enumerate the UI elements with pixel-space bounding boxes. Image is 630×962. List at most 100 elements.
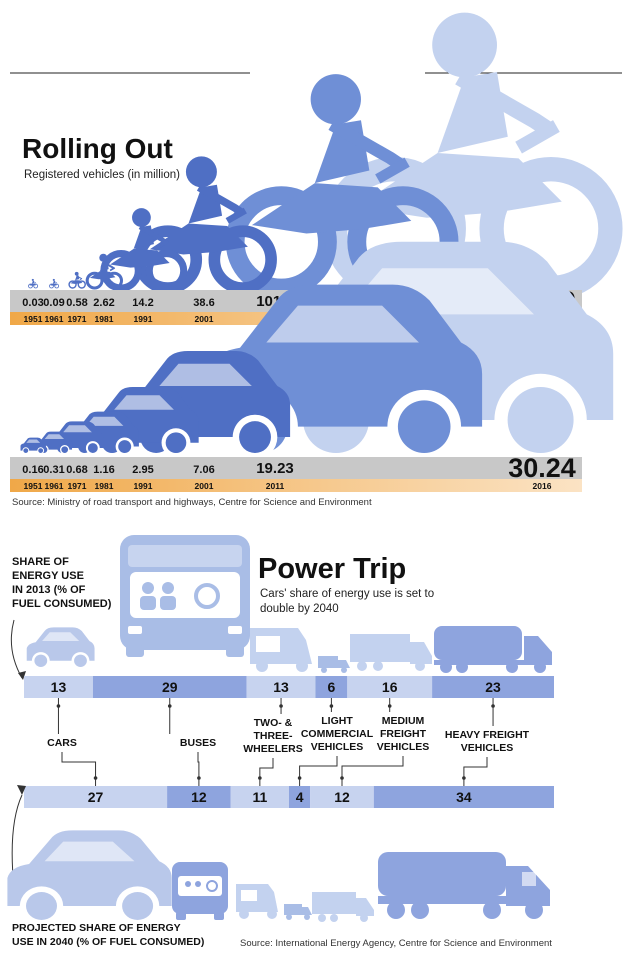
year-label-1951: 1951: [24, 481, 43, 491]
category-label: TWO- &: [254, 717, 293, 729]
category-pointers: CARS BUSES TWO- &THREE-WHEELERS LIGHTCOMMER…: [47, 698, 530, 786]
value-label-2011: 19.23: [256, 460, 294, 477]
light-truck-2013-icon: [318, 656, 350, 673]
section2-source: Source: International Energy Agency, Cen…: [240, 938, 552, 949]
car-2013-icon: [26, 627, 95, 670]
share-value: 4: [296, 789, 304, 805]
category-label: VEHICLES: [377, 741, 430, 753]
share-value: 13: [273, 679, 289, 695]
arrow-2013: [10, 619, 23, 679]
category-label: CARS: [47, 737, 77, 749]
year-label-2001: 2001: [195, 314, 214, 324]
rickshaw-2040-icon: [236, 884, 278, 919]
year-label-1981: 1981: [95, 481, 114, 491]
label-2040-line2: USE IN 2040 (% OF FUEL CONSUMED): [12, 936, 204, 948]
arrow-2040-head: [17, 785, 26, 795]
section1-source: Source: Ministry of road transport and h…: [12, 497, 372, 508]
label-2040-line1: PROJECTED SHARE OF ENERGY: [12, 922, 181, 934]
label-2013-line4: FUEL CONSUMED): [12, 598, 112, 610]
value-label-1981: 1.16: [93, 464, 114, 476]
segment-buses: [92, 676, 247, 698]
energy-share-2040-bar: 27 12 11 4 12 34: [24, 786, 554, 808]
value-label-2001: 38.6: [193, 297, 214, 309]
share-value: 16: [382, 679, 398, 695]
category-label: THREE-: [253, 730, 293, 742]
year-label-1981: 1981: [95, 314, 114, 324]
value-label-1981: 2.62: [93, 297, 114, 309]
segment-heavy-freight-vehicles: [432, 676, 554, 698]
segment-heavy-freight-vehicles: [373, 786, 554, 808]
value-label-1961: 0.31: [43, 464, 64, 476]
share-value: 23: [485, 679, 501, 695]
value-label-1961: 0.09: [43, 297, 64, 309]
year-label-1971: 1971: [68, 314, 87, 324]
section1-subtitle: Registered vehicles (in million): [24, 169, 180, 181]
arrow-2013-head: [18, 671, 26, 680]
section2-subtitle-line1: Cars' share of energy use is set to: [260, 588, 434, 600]
segment-light-commercial-vehicles: [289, 786, 311, 808]
value-label-1951: 0.03: [22, 297, 43, 309]
segment-light-commercial-vehicles: [315, 676, 348, 698]
segment-cars: [24, 676, 93, 698]
year-label-1951: 1951: [24, 314, 43, 324]
category-label: MEDIUM: [382, 715, 425, 727]
year-label-1971: 1971: [68, 481, 87, 491]
motorcycle-pictogram-1961: [50, 279, 59, 288]
segment-two-three-wheelers: [246, 676, 316, 698]
value-label-1971: 0.58: [66, 297, 87, 309]
segment-cars: [24, 786, 168, 808]
rickshaw-2013-icon: [250, 628, 312, 672]
category-label: COMMERCIAL: [301, 728, 374, 740]
value-label-1991: 14.2: [132, 297, 153, 309]
label-2013-line3: IN 2013 (% OF: [12, 584, 86, 596]
category-label: LIGHT: [321, 715, 353, 727]
category-label: VEHICLES: [311, 741, 364, 753]
segment-buses: [167, 786, 231, 808]
category-label: HEAVY FREIGHT: [445, 729, 530, 741]
label-2013-line2: ENERGY USE: [12, 570, 84, 582]
section2-title: Power Trip: [258, 553, 406, 585]
share-value: 34: [456, 789, 472, 805]
value-label-2016: 30.24: [508, 453, 576, 483]
value-band: [10, 457, 582, 479]
heavy-truck-2040-icon: [378, 852, 550, 919]
bus-icon: [120, 535, 250, 657]
value-label-1971: 0.68: [66, 464, 87, 476]
medium-truck-2040-icon: [312, 892, 374, 922]
category-label: BUSES: [180, 737, 216, 749]
segment-medium-freight-vehicles: [347, 676, 433, 698]
share-value: 13: [51, 679, 67, 695]
light-truck-2040-icon: [284, 904, 312, 920]
bus-2040-icon: [172, 862, 228, 920]
section2-subtitle-line2: double by 2040: [260, 603, 339, 615]
category-label: FREIGHT: [380, 728, 427, 740]
share-value: 6: [328, 679, 336, 695]
category-label: VEHICLES: [461, 742, 514, 754]
heavy-truck-2013-icon: [434, 626, 552, 673]
year-label-1961: 1961: [45, 481, 64, 491]
medium-truck-2013-icon: [350, 634, 432, 671]
section1-title: Rolling Out: [22, 133, 173, 164]
year-label-2011: 2011: [266, 481, 285, 491]
motorcycle-pictogram-1971: [69, 272, 85, 288]
share-value: 11: [252, 789, 267, 805]
share-value: 29: [162, 679, 178, 695]
year-label-1991: 1991: [134, 314, 153, 324]
value-label-1991: 2.95: [132, 464, 153, 476]
year-band: [10, 479, 582, 492]
share-value: 12: [334, 789, 350, 805]
motorcycle-pictogram-1951: [29, 279, 38, 288]
share-value: 27: [88, 789, 104, 805]
category-label: WHEELERS: [243, 743, 303, 755]
label-2013-line1: SHARE OF: [12, 556, 69, 568]
energy-share-2013-bar: 13 29 13 6 16 23: [24, 676, 554, 698]
car-2040-icon: [7, 830, 172, 926]
year-label-1991: 1991: [134, 481, 153, 491]
year-label-2001: 2001: [195, 481, 214, 491]
car-chart: 0.1619510.3119610.6819711.1619812.951991…: [10, 241, 614, 492]
value-label-1951: 0.16: [22, 464, 43, 476]
segment-two-three-wheelers: [230, 786, 289, 808]
share-value: 12: [191, 789, 207, 805]
year-label-2016: 2016: [533, 481, 552, 491]
